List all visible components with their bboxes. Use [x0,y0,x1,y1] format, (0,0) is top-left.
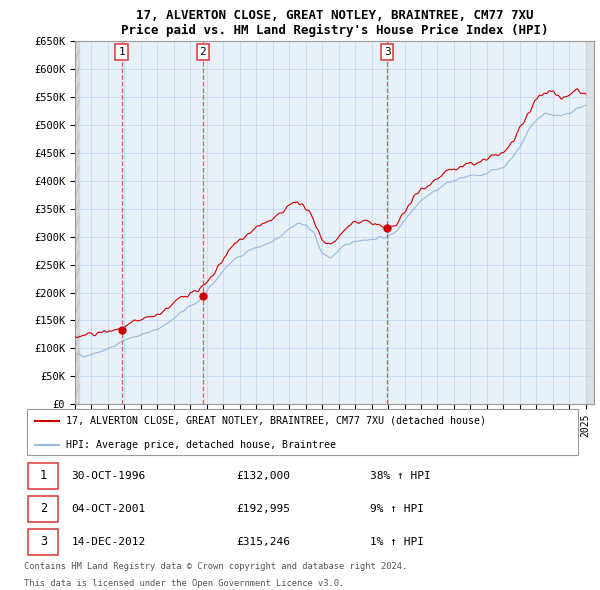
Text: 38% ↑ HPI: 38% ↑ HPI [370,471,431,481]
Text: 9% ↑ HPI: 9% ↑ HPI [370,504,424,514]
Text: Contains HM Land Registry data © Crown copyright and database right 2024.: Contains HM Land Registry data © Crown c… [24,562,407,572]
Text: 14-DEC-2012: 14-DEC-2012 [71,537,146,547]
Text: 1% ↑ HPI: 1% ↑ HPI [370,537,424,547]
Text: 04-OCT-2001: 04-OCT-2001 [71,504,146,514]
Text: £132,000: £132,000 [236,471,290,481]
Text: 1: 1 [118,47,125,57]
FancyBboxPatch shape [28,463,58,489]
Text: £192,995: £192,995 [236,504,290,514]
Text: 30-OCT-1996: 30-OCT-1996 [71,471,146,481]
Text: 1: 1 [40,469,47,482]
Text: 2: 2 [40,502,47,516]
Text: This data is licensed under the Open Government Licence v3.0.: This data is licensed under the Open Gov… [24,579,344,588]
Text: 17, ALVERTON CLOSE, GREAT NOTLEY, BRAINTREE, CM77 7XU (detached house): 17, ALVERTON CLOSE, GREAT NOTLEY, BRAINT… [66,415,486,425]
Text: 3: 3 [40,536,47,549]
Text: 2: 2 [199,47,206,57]
Text: 3: 3 [384,47,391,57]
FancyBboxPatch shape [27,409,578,455]
Text: £315,246: £315,246 [236,537,290,547]
Text: HPI: Average price, detached house, Braintree: HPI: Average price, detached house, Brai… [66,440,336,450]
FancyBboxPatch shape [28,496,58,522]
Title: 17, ALVERTON CLOSE, GREAT NOTLEY, BRAINTREE, CM77 7XU
Price paid vs. HM Land Reg: 17, ALVERTON CLOSE, GREAT NOTLEY, BRAINT… [121,9,548,37]
FancyBboxPatch shape [28,529,58,555]
